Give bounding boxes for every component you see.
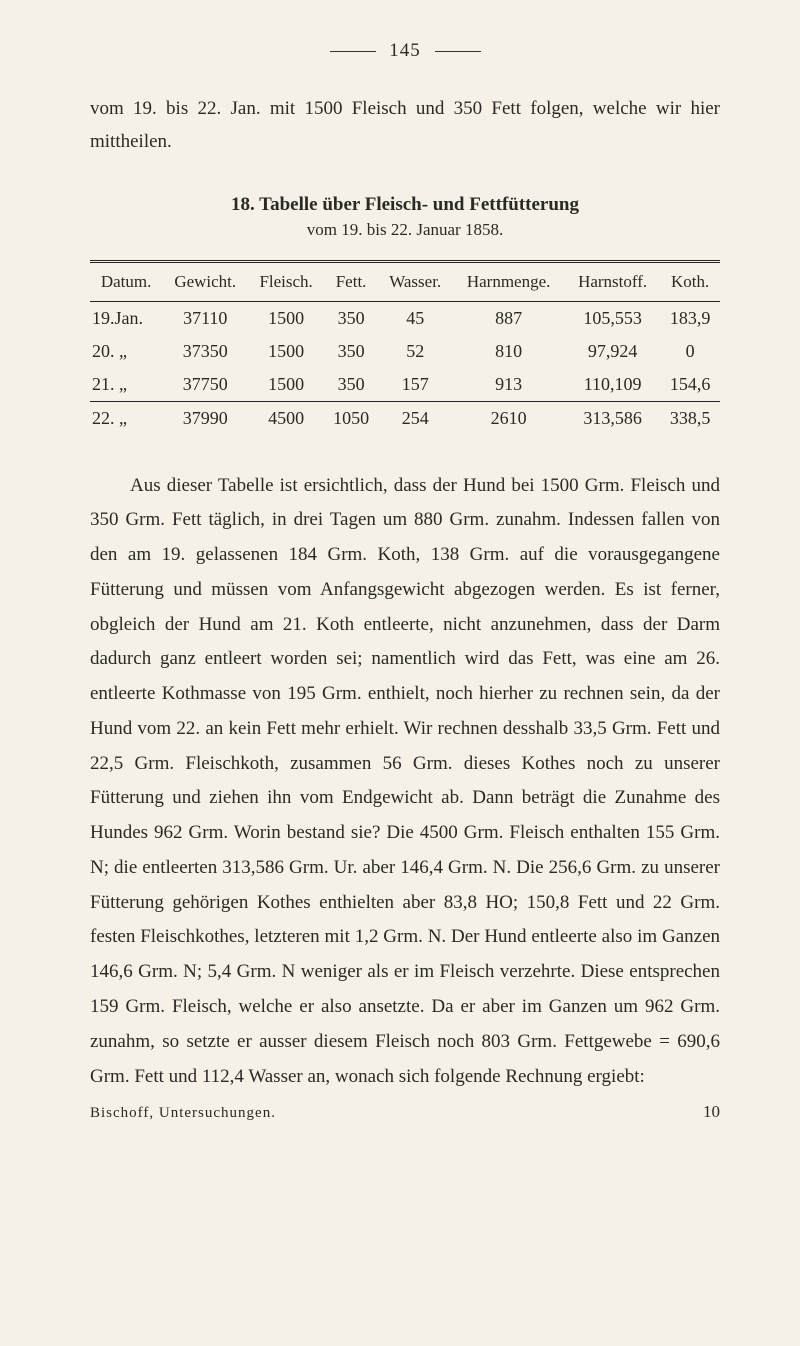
cell: 21. „ — [90, 368, 162, 402]
th-gewicht: Gewicht. — [162, 261, 248, 301]
table-row: 21. „ 37750 1500 350 157 913 110,109 154… — [90, 368, 720, 402]
cell: 37350 — [162, 335, 248, 368]
cell: 1500 — [248, 301, 324, 335]
cell: 45 — [378, 301, 452, 335]
intro-paragraph: vom 19. bis 22. Jan. mit 1500 Fleisch un… — [90, 92, 720, 159]
footer: Bischoff, Untersuchungen. 10 — [90, 1102, 720, 1122]
cell: 105,553 — [565, 301, 660, 335]
table-row-separator: 22. „ 37990 4500 1050 254 2610 313,586 3… — [90, 401, 720, 435]
cell: 810 — [452, 335, 565, 368]
cell: 37750 — [162, 368, 248, 402]
cell: 313,586 — [565, 401, 660, 435]
th-koth: Koth. — [660, 261, 720, 301]
cell: 1500 — [248, 335, 324, 368]
cell: 1500 — [248, 368, 324, 402]
table-header-row: Datum. Gewicht. Fleisch. Fett. Wasser. H… — [90, 261, 720, 301]
footer-author: Bischoff, Untersuchungen. — [90, 1105, 276, 1122]
cell: 0 — [660, 335, 720, 368]
th-wasser: Wasser. — [378, 261, 452, 301]
cell: 154,6 — [660, 368, 720, 402]
cell: 183,9 — [660, 301, 720, 335]
table-title: 18. Tabelle über Fleisch- und Fettfütter… — [90, 194, 720, 216]
cell: 338,5 — [660, 401, 720, 435]
page-number-header: 145 — [90, 40, 720, 62]
cell: 2610 — [452, 401, 565, 435]
cell: 1050 — [324, 401, 378, 435]
data-table: Datum. Gewicht. Fleisch. Fett. Wasser. H… — [90, 260, 720, 435]
body-paragraph: Aus dieser Tabelle ist ersichtlich, dass… — [90, 469, 720, 1095]
cell: 97,924 — [565, 335, 660, 368]
page-number: 145 — [389, 40, 421, 61]
cell: 4500 — [248, 401, 324, 435]
cell: 19.Jan. — [90, 301, 162, 335]
th-harnmenge: Harnmenge. — [452, 261, 565, 301]
rule-left — [330, 51, 376, 52]
cell: 887 — [452, 301, 565, 335]
cell: 37110 — [162, 301, 248, 335]
cell: 37990 — [162, 401, 248, 435]
cell: 350 — [324, 301, 378, 335]
th-datum: Datum. — [90, 261, 162, 301]
cell: 350 — [324, 368, 378, 402]
th-harnstoff: Harnstoff. — [565, 261, 660, 301]
footer-signature-number: 10 — [703, 1102, 720, 1122]
cell: 157 — [378, 368, 452, 402]
cell: 20. „ — [90, 335, 162, 368]
cell: 254 — [378, 401, 452, 435]
cell: 350 — [324, 335, 378, 368]
table-row: 20. „ 37350 1500 350 52 810 97,924 0 — [90, 335, 720, 368]
th-fleisch: Fleisch. — [248, 261, 324, 301]
cell: 913 — [452, 368, 565, 402]
table-row: 19.Jan. 37110 1500 350 45 887 105,553 18… — [90, 301, 720, 335]
cell: 110,109 — [565, 368, 660, 402]
rule-right — [435, 51, 481, 52]
cell: 22. „ — [90, 401, 162, 435]
th-fett: Fett. — [324, 261, 378, 301]
table-subtitle: vom 19. bis 22. Januar 1858. — [90, 220, 720, 240]
cell: 52 — [378, 335, 452, 368]
